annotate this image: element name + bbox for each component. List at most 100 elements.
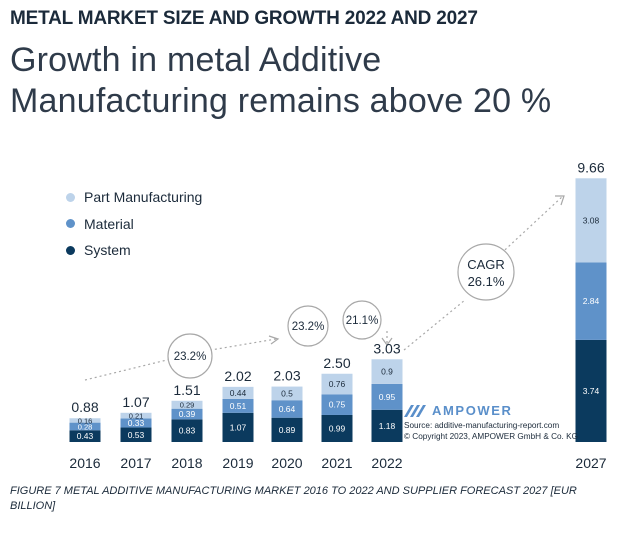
bar-segment-part-manufacturing <box>371 359 403 384</box>
bar-value-label: 0.51 <box>230 401 247 411</box>
bar-value-label: 0.16 <box>78 416 93 425</box>
bar-value-label: 1.07 <box>230 422 247 432</box>
bar-segment-system <box>371 409 403 442</box>
legend-item-material: Material <box>66 211 202 238</box>
legend-label: Material <box>84 215 134 232</box>
growth-rate-label: 23.2% <box>174 351 207 363</box>
bar-segment-part-manufacturing <box>321 373 353 395</box>
cagr-label: CAGR <box>467 257 505 272</box>
bar-value-label: 0.76 <box>329 379 346 389</box>
bar-value-label: 0.75 <box>329 400 346 410</box>
bar-total-label: 0.88 <box>71 399 98 415</box>
bar-value-label: 0.28 <box>78 422 93 431</box>
legend-item-system: System <box>66 237 202 264</box>
growth-circle <box>342 300 382 340</box>
bar-total-label: 3.03 <box>373 340 400 356</box>
bar-value-label: 0.43 <box>77 431 94 441</box>
bar-value-label: 0.95 <box>379 392 396 402</box>
legend-label: System <box>84 242 131 259</box>
bar-value-label: 0.53 <box>128 430 145 440</box>
trend-line-4 <box>493 195 564 261</box>
bar-segment-material <box>120 418 152 428</box>
x-tick-label: 2018 <box>171 455 202 471</box>
x-tick-label: 2027 <box>575 455 606 471</box>
page-title: Growth in metal Additive Manufacturing r… <box>10 40 551 122</box>
bar-value-label: 0.64 <box>279 404 296 414</box>
headline-line-2: Manufacturing remains above 20 % <box>10 82 552 120</box>
bar-segment-material <box>69 422 101 431</box>
trend-line-0 <box>84 357 176 381</box>
bar-value-label: 0.21 <box>129 412 144 421</box>
bar-segment-material <box>371 383 403 410</box>
bar-total-label: 2.50 <box>323 355 350 371</box>
chart-legend: Part Manufacturing Material System <box>66 184 202 264</box>
bar-segment-system <box>171 419 203 442</box>
bar-total-label: 1.51 <box>173 382 200 398</box>
x-tick-label: 2016 <box>69 455 100 471</box>
bar-value-label: 0.33 <box>128 418 145 428</box>
bar-segment-material <box>321 394 353 415</box>
legend-swatch-part-manufacturing <box>66 192 75 202</box>
trend-arrowhead <box>268 335 280 345</box>
growth-circle <box>167 333 213 379</box>
kicker-title: METAL MARKET SIZE AND GROWTH 2022 AND 20… <box>10 8 478 29</box>
bar-value-label: 0.29 <box>180 401 195 410</box>
bar-value-label: 0.83 <box>179 426 196 436</box>
x-tick-label: 2021 <box>321 455 352 471</box>
copyright-line: © Copyright 2023, AMPOWER GmbH & Co. KG <box>404 432 578 441</box>
trend-arrowhead <box>555 195 565 206</box>
ampower-logo-icon <box>404 404 426 417</box>
cagr-value: 26.1% <box>468 274 505 289</box>
bar-segment-part-manufacturing <box>271 386 303 401</box>
growth-circle <box>457 243 515 301</box>
legend-swatch-material <box>66 219 75 229</box>
bar-value-label: 3.08 <box>583 215 600 225</box>
bar-total-label: 9.66 <box>577 159 604 175</box>
legend-item-part-manufacturing: Part Manufacturing <box>66 184 202 211</box>
bar-value-label: 0.9 <box>381 367 393 377</box>
bar-segment-material <box>171 408 203 420</box>
source-line: Source: additive-manufacturing-report.co… <box>404 421 560 430</box>
bar-segment-system <box>271 417 303 442</box>
x-tick-label: 2020 <box>271 455 302 471</box>
bar-value-label: 3.74 <box>583 386 600 396</box>
bar-segment-material <box>222 398 254 413</box>
bar-total-label: 2.03 <box>273 368 300 384</box>
x-tick-label: 2022 <box>371 455 402 471</box>
x-tick-label: 2017 <box>120 455 151 471</box>
bar-segment-part-manufacturing <box>171 400 203 409</box>
bar-segment-material <box>575 262 607 340</box>
bar-total-label: 1.07 <box>122 394 149 410</box>
bar-segment-material <box>271 400 303 418</box>
growth-circle <box>287 305 329 347</box>
bar-value-label: 1.18 <box>379 421 396 431</box>
bar-value-label: 2.84 <box>583 296 600 306</box>
bar-value-label: 0.5 <box>281 388 293 398</box>
bar-value-label: 0.99 <box>329 423 346 433</box>
bar-segment-part-manufacturing <box>69 418 101 423</box>
bar-segment-system <box>321 414 353 442</box>
bar-value-label: 0.89 <box>279 425 296 435</box>
logo-text: AMPOWER <box>432 403 513 418</box>
growth-rate-label: 23.2% <box>292 321 325 333</box>
bar-segment-system <box>222 412 254 442</box>
headline-line-1: Growth in metal Additive <box>10 41 382 79</box>
bar-value-label: 0.44 <box>230 388 247 398</box>
bar-total-label: 2.02 <box>224 368 251 384</box>
trend-line-3 <box>403 299 466 351</box>
figure-caption: FIGURE 7 METAL ADDITIVE MANUFACTURING MA… <box>10 485 577 512</box>
ampower-logo: AMPOWER <box>404 403 513 418</box>
bar-value-label: 0.39 <box>179 409 196 419</box>
x-tick-label: 2019 <box>222 455 253 471</box>
legend-label: Part Manufacturing <box>84 189 203 206</box>
legend-swatch-system <box>66 245 75 255</box>
bar-segment-system <box>575 339 607 442</box>
source-note: Source: additive-manufacturing-report.co… <box>404 420 578 442</box>
trend-line-1 <box>204 338 277 352</box>
bar-segment-system <box>69 430 101 442</box>
trend-arrowhead <box>381 337 393 347</box>
growth-rate-label: 21.1% <box>346 315 379 327</box>
bar-segment-part-manufacturing <box>222 386 254 399</box>
bar-segment-part-manufacturing <box>575 178 607 263</box>
